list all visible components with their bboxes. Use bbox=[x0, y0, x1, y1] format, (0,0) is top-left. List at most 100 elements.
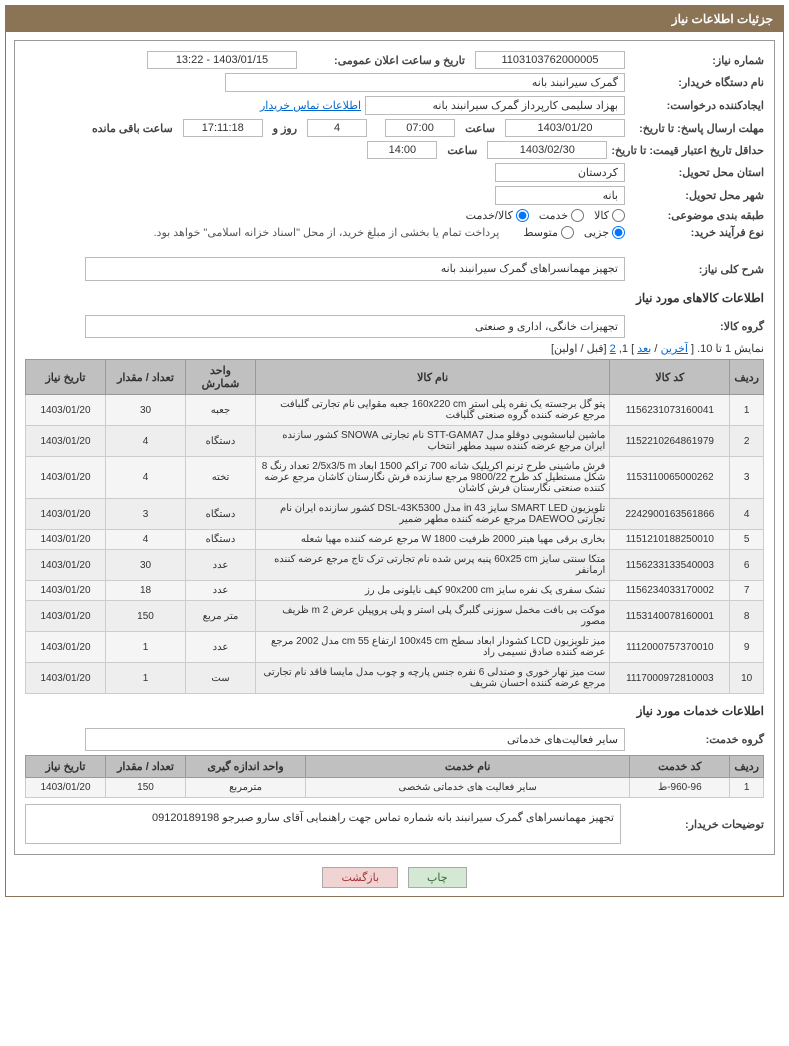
label-time-2: ساعت bbox=[441, 144, 483, 157]
table-row: 91112000757370010میز تلویزیون LCD کشودار… bbox=[26, 632, 764, 663]
table-cell: سایر فعالیت های خدماتی شخصی bbox=[306, 778, 630, 798]
table-cell: 960-96-ط bbox=[630, 778, 730, 798]
label-province: استان محل تحویل: bbox=[629, 166, 764, 179]
goods-th: تاریخ نیاز bbox=[26, 360, 106, 395]
table-cell: 5 bbox=[730, 530, 764, 550]
label-purchase-type: نوع فرآیند خرید: bbox=[629, 226, 764, 239]
table-cell: 3 bbox=[106, 499, 186, 530]
row-goods-group: گروه کالا: تجهیزات خانگی، اداری و صنعتی bbox=[25, 315, 764, 338]
row-buyer-org: نام دستگاه خریدار: گمرک سیرانبند بانه bbox=[25, 73, 764, 92]
table-cell: ست میز نهار خوری و صندلی 6 نفره جنس پارچ… bbox=[256, 663, 610, 694]
table-cell: 1 bbox=[730, 395, 764, 426]
row-remarks: توضیحات خریدار: تجهیز مهمانسراهای گمرک س… bbox=[25, 804, 764, 844]
value-deadline-time: 07:00 bbox=[385, 119, 455, 137]
table-row: 31153110065000262فرش ماشینی طرح ترنم اکر… bbox=[26, 457, 764, 499]
table-cell: 150 bbox=[106, 601, 186, 632]
panel-header: جزئیات اطلاعات نیاز bbox=[6, 6, 783, 32]
value-requester: بهزاد سلیمی کارپرداز گمرک سیرانبند بانه bbox=[365, 96, 625, 115]
print-button[interactable]: چاپ bbox=[408, 867, 467, 888]
table-row: 42242900163561866تلویزیون SMART LED سایز… bbox=[26, 499, 764, 530]
table-cell: 1 bbox=[106, 663, 186, 694]
label-days-and: روز و bbox=[267, 122, 303, 135]
value-goods-group: تجهیزات خانگی، اداری و صنعتی bbox=[85, 315, 625, 338]
row-services-group: گروه خدمت: سایر فعالیت‌های خدماتی bbox=[25, 728, 764, 751]
services-table: ردیفکد خدمتنام خدمتواحد اندازه گیریتعداد… bbox=[25, 755, 764, 798]
page-next[interactable]: بعد bbox=[637, 343, 651, 355]
table-cell: 1403/01/20 bbox=[26, 601, 106, 632]
table-cell: میز تلویزیون LCD کشودار ابعاد سطح 100x45… bbox=[256, 632, 610, 663]
radio-medium-input[interactable] bbox=[561, 226, 574, 239]
radio-khedmat-input[interactable] bbox=[571, 209, 584, 222]
page-last[interactable]: آخرین bbox=[661, 343, 688, 355]
table-cell: 1403/01/20 bbox=[26, 426, 106, 457]
radio-small-input[interactable] bbox=[612, 226, 625, 239]
radio-khedmat[interactable]: خدمت bbox=[539, 209, 584, 222]
table-cell: متر مربع bbox=[186, 601, 256, 632]
row-topic: طبقه بندی موضوعی: کالا خدمت کالا/خدمت bbox=[25, 209, 764, 222]
row-credit: حداقل تاریخ اعتبار قیمت: تا تاریخ: 1403/… bbox=[25, 141, 764, 159]
main-container: جزئیات اطلاعات نیاز شماره نیاز: 11031037… bbox=[5, 5, 784, 897]
row-requester: ایجادکننده درخواست: بهزاد سلیمی کارپرداز… bbox=[25, 96, 764, 115]
label-announce: تاریخ و ساعت اعلان عمومی: bbox=[301, 54, 471, 67]
label-deadline: مهلت ارسال پاسخ: تا تاریخ: bbox=[629, 122, 764, 135]
table-cell: 10 bbox=[730, 663, 764, 694]
table-cell: 1403/01/20 bbox=[26, 530, 106, 550]
radio-mixed-input[interactable] bbox=[516, 209, 529, 222]
label-topic: طبقه بندی موضوعی: bbox=[629, 209, 764, 222]
table-cell: مترمربع bbox=[186, 778, 306, 798]
radio-medium[interactable]: متوسط bbox=[523, 226, 574, 239]
table-cell: 1403/01/20 bbox=[26, 778, 106, 798]
table-row: 81153140078160001موکت بی بافت مخمل سوزنی… bbox=[26, 601, 764, 632]
table-cell: 30 bbox=[106, 550, 186, 581]
radio-mixed[interactable]: کالا/خدمت bbox=[466, 209, 529, 222]
table-cell: پتو گل برجسته یک نفره پلی استر 160x220 c… bbox=[256, 395, 610, 426]
table-cell: 1403/01/20 bbox=[26, 632, 106, 663]
goods-table: ردیفکد کالانام کالاواحد شمارشتعداد / مقد… bbox=[25, 359, 764, 694]
table-cell: 1153140078160001 bbox=[610, 601, 730, 632]
services-th: واحد اندازه گیری bbox=[186, 756, 306, 778]
table-cell: دستگاه bbox=[186, 499, 256, 530]
pagination: نمایش 1 تا 10. [ آخرین / بعد ] 1, 2 [قبل… bbox=[25, 342, 764, 355]
table-cell: 18 bbox=[106, 581, 186, 601]
table-cell: بخاری برقی مهیا هیتر 2000 ظرفیت 1800 W م… bbox=[256, 530, 610, 550]
value-general-desc: تجهیز مهمانسراهای گمرک سیرانبند بانه bbox=[85, 257, 625, 281]
row-province: استان محل تحویل: کردستان bbox=[25, 163, 764, 182]
table-cell: دستگاه bbox=[186, 426, 256, 457]
back-button[interactable]: بازگشت bbox=[322, 867, 398, 888]
table-cell: 6 bbox=[730, 550, 764, 581]
radio-small[interactable]: جزیی bbox=[584, 226, 625, 239]
value-province: کردستان bbox=[495, 163, 625, 182]
table-row: 61156233133540003متکا سنتی سایز 60x25 cm… bbox=[26, 550, 764, 581]
row-city: شهر محل تحویل: بانه bbox=[25, 186, 764, 205]
table-cell: 1403/01/20 bbox=[26, 395, 106, 426]
table-cell: تشک سفری یک نفره سایز 90x200 cm کیف نایل… bbox=[256, 581, 610, 601]
label-city: شهر محل تحویل: bbox=[629, 189, 764, 202]
label-need-number: شماره نیاز: bbox=[629, 54, 764, 67]
table-row: 71156234033170002تشک سفری یک نفره سایز 9… bbox=[26, 581, 764, 601]
table-cell: جعبه bbox=[186, 395, 256, 426]
table-cell: تخته bbox=[186, 457, 256, 499]
table-cell: 1151210188250010 bbox=[610, 530, 730, 550]
radio-kala[interactable]: کالا bbox=[594, 209, 625, 222]
value-need-number: 1103103762000005 bbox=[475, 51, 625, 69]
table-cell: 4 bbox=[106, 457, 186, 499]
button-row: چاپ بازگشت bbox=[6, 867, 783, 888]
value-buyer-org: گمرک سیرانبند بانه bbox=[225, 73, 625, 92]
table-cell: ست bbox=[186, 663, 256, 694]
table-cell: موکت بی بافت مخمل سوزنی گلبرگ پلی استر و… bbox=[256, 601, 610, 632]
table-cell: دستگاه bbox=[186, 530, 256, 550]
table-cell: عدد bbox=[186, 581, 256, 601]
radio-kala-input[interactable] bbox=[612, 209, 625, 222]
table-cell: 2 bbox=[730, 426, 764, 457]
label-requester: ایجادکننده درخواست: bbox=[629, 99, 764, 112]
table-cell: 1156231073160041 bbox=[610, 395, 730, 426]
section-services: اطلاعات خدمات مورد نیاز bbox=[25, 704, 764, 718]
table-cell: 7 bbox=[730, 581, 764, 601]
value-days-left: 4 bbox=[307, 119, 367, 137]
table-cell: 1403/01/20 bbox=[26, 663, 106, 694]
goods-th: تعداد / مقدار bbox=[106, 360, 186, 395]
table-cell: 4 bbox=[730, 499, 764, 530]
value-remarks: تجهیز مهمانسراهای گمرک سیرانبند بانه شما… bbox=[25, 804, 621, 844]
contact-link[interactable]: اطلاعات تماس خریدار bbox=[260, 99, 361, 112]
table-cell: 150 bbox=[106, 778, 186, 798]
